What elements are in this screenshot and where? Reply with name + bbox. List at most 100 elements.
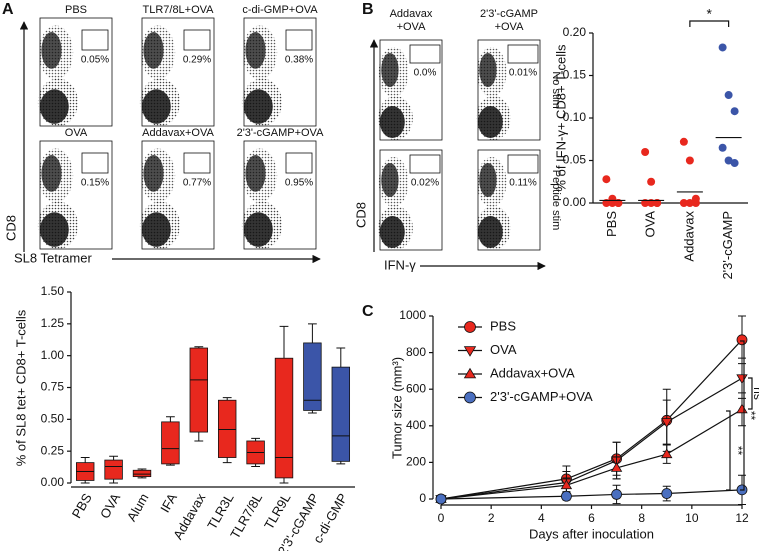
gate xyxy=(81,29,109,51)
gate xyxy=(285,152,313,174)
dot xyxy=(679,137,688,146)
y-tick-label: 0.75 xyxy=(41,380,65,394)
marker xyxy=(435,493,447,505)
gate xyxy=(507,154,539,174)
cell-cloud xyxy=(476,157,507,207)
marker xyxy=(464,321,476,333)
box xyxy=(132,469,152,478)
cell-cloud xyxy=(38,148,74,203)
x-tick-label: PBS xyxy=(69,490,95,520)
y-axis-label: % of IFN-γ+ CD8+ T-cells xyxy=(553,44,568,192)
marker xyxy=(610,462,623,472)
x-axis-label: Days after inoculation xyxy=(529,526,654,541)
legend-label: Addavax+OVA xyxy=(490,365,575,380)
legend-label: OVA xyxy=(490,342,517,357)
x-tick-label: 2'3'-cGAMP xyxy=(720,211,735,280)
cell-cloud xyxy=(139,201,181,250)
dot xyxy=(724,91,733,100)
x-tick-label: 4 xyxy=(538,511,545,525)
box xyxy=(217,399,237,458)
gate-percent: 0.0% xyxy=(414,68,437,79)
gate-percent: 0.05% xyxy=(81,55,109,66)
x-tick-label: 10 xyxy=(685,511,699,525)
dot xyxy=(685,199,694,207)
y-tick-label: 0.50 xyxy=(41,412,65,426)
sig-bracket xyxy=(689,20,730,27)
y-tick-label: 800 xyxy=(406,345,426,359)
y-tick-label: 0.10 xyxy=(563,110,587,124)
marker xyxy=(661,448,673,459)
sig-bracket xyxy=(740,340,745,491)
cell-cloud xyxy=(37,201,79,250)
y-tick-label: 0.05 xyxy=(563,153,587,167)
plot-title: Addavax xyxy=(390,8,433,20)
gate-percent: 0.38% xyxy=(285,55,313,66)
x-tick-label: IFA xyxy=(157,490,180,515)
cell-cloud xyxy=(139,78,181,126)
x-tick-label: 6 xyxy=(588,511,595,525)
axis-label: IFN-γ xyxy=(384,257,416,272)
gate xyxy=(285,29,313,51)
dot xyxy=(718,43,727,52)
y-axis-label: % of SL8 tet+ CD8+ T-cells xyxy=(13,309,28,466)
marker xyxy=(560,479,573,490)
gate xyxy=(409,44,441,64)
series-line xyxy=(440,339,743,500)
y-tick-label: 0.25 xyxy=(41,443,65,457)
y-tick-label: 200 xyxy=(406,455,426,469)
annotation: ns xyxy=(751,387,759,400)
cell-cloud xyxy=(476,96,511,140)
dot xyxy=(679,199,688,207)
x-tick-label: Addavax xyxy=(681,211,696,262)
gate xyxy=(409,154,441,174)
plot-title: 2'3'-cGAMP xyxy=(480,8,538,20)
dot xyxy=(647,177,656,186)
box xyxy=(303,342,322,411)
whisker xyxy=(109,455,119,484)
y-tick-label: 1000 xyxy=(399,308,426,322)
whisker xyxy=(137,468,147,479)
y-tick-label: 0.20 xyxy=(563,25,587,39)
cell-cloud xyxy=(241,201,283,250)
plot-title: +OVA xyxy=(495,21,525,33)
marker xyxy=(736,334,748,346)
cell-cloud xyxy=(37,78,79,126)
x-tick-label: 0 xyxy=(438,511,445,525)
annotation: ** xyxy=(731,446,745,456)
y-tick-label: 1.25 xyxy=(41,316,65,330)
whisker xyxy=(279,325,289,484)
gate xyxy=(507,44,539,64)
y-tick-label: 400 xyxy=(406,418,426,432)
whisker xyxy=(194,346,204,442)
cell-cloud xyxy=(378,47,409,97)
cell-cloud xyxy=(378,157,409,207)
box xyxy=(189,347,209,433)
cell-cloud xyxy=(241,78,283,126)
panel-label: C xyxy=(362,303,374,320)
plot-title: TLR7/8L+OVA xyxy=(142,4,214,16)
gate xyxy=(183,152,211,174)
x-tick-label: OVA xyxy=(643,211,658,238)
box xyxy=(104,459,123,480)
y-tick-label: 1.00 xyxy=(41,348,65,362)
box xyxy=(274,357,294,479)
plot-title: PBS xyxy=(65,4,87,16)
legend-label: 2'3'-cGAMP+OVA xyxy=(490,389,593,404)
panel-label: B xyxy=(362,1,374,18)
cell-cloud xyxy=(476,206,511,250)
y-tick-label: 0.00 xyxy=(563,195,587,209)
gate xyxy=(81,152,109,174)
y-tick-label: 0.00 xyxy=(41,475,65,489)
x-tick-label: PBS xyxy=(604,211,619,237)
y-tick-label: 1.50 xyxy=(41,284,65,298)
row-label: No stim xyxy=(550,71,562,108)
sig-bracket xyxy=(726,410,731,491)
marker xyxy=(464,391,476,404)
whisker xyxy=(222,397,232,464)
gate-percent: 0.01% xyxy=(509,68,537,79)
gate-percent: 0.15% xyxy=(81,178,109,189)
gate-percent: 0.77% xyxy=(183,178,211,189)
plot-title: c-di-GMP+OVA xyxy=(242,4,318,16)
x-tick-label: 2 xyxy=(488,511,495,525)
plot-title: +OVA xyxy=(397,21,427,33)
